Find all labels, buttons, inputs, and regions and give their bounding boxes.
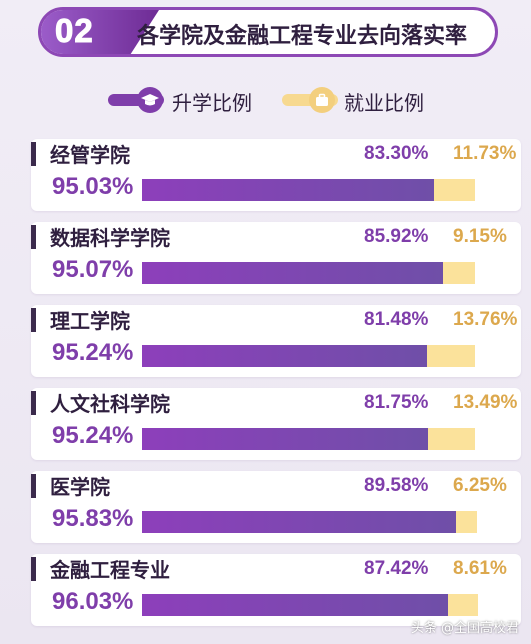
placement-rate: 95.24%: [52, 422, 134, 449]
card-marker: [31, 474, 36, 498]
college-name: 经管学院: [50, 143, 130, 167]
employment-rate: 13.76%: [453, 309, 518, 330]
card-marker: [31, 557, 36, 581]
college-card-financial-engineering: 金融工程专业 87.42% 8.61% 96.03%: [31, 554, 521, 626]
employment-rate: 11.73%: [453, 143, 517, 164]
employment-rate: 8.61%: [453, 558, 507, 579]
bar-employment: [427, 345, 476, 367]
bar-further-study: [142, 179, 434, 201]
section-title: 各学院及金融工程专业去向落实率: [137, 24, 468, 49]
further-study-rate: 87.42%: [364, 558, 429, 579]
card-marker: [31, 391, 36, 415]
card-marker: [31, 308, 36, 332]
briefcase-icon: [309, 87, 335, 113]
further-study-rate: 89.58%: [364, 475, 429, 496]
college-name: 医学院: [50, 475, 110, 499]
bar-employment: [455, 511, 478, 533]
college-card-humanities-social-sciences: 人文社科学院 81.75% 13.49% 95.24%: [31, 388, 521, 460]
bar-employment: [433, 179, 475, 201]
section-title-pill: 02 各学院及金融工程专业去向落实率: [38, 7, 498, 57]
bar-further-study: [142, 428, 429, 450]
placement-rate: 95.03%: [52, 173, 134, 200]
college-name: 理工学院: [50, 309, 130, 333]
stacked-bar: [142, 594, 492, 616]
stacked-bar: [142, 345, 492, 367]
employment-rate: 6.25%: [453, 475, 507, 496]
college-card-medicine: 医学院 89.58% 6.25% 95.83%: [31, 471, 521, 543]
placement-rate: 95.07%: [52, 256, 134, 283]
bar-employment: [447, 594, 479, 616]
employment-rate: 9.15%: [453, 226, 507, 247]
college-card-data-science: 数据科学学院 85.92% 9.15% 95.07%: [31, 222, 521, 294]
college-card-economics-management: 经管学院 83.30% 11.73% 95.03%: [31, 139, 521, 211]
college-card-science-engineering: 理工学院 81.48% 13.76% 95.24%: [31, 305, 521, 377]
bar-further-study: [142, 594, 448, 616]
bar-further-study: [142, 511, 456, 533]
placement-rate: 96.03%: [52, 588, 134, 615]
card-marker: [31, 142, 36, 166]
bar-employment: [428, 428, 476, 450]
college-name: 数据科学学院: [50, 226, 170, 250]
further-study-rate: 83.30%: [364, 143, 429, 164]
watermark: 头条 @全国高校君: [410, 621, 519, 636]
stacked-bar: [142, 262, 492, 284]
legend-label-further: 升学比例: [172, 91, 252, 115]
employment-rate: 13.49%: [453, 392, 518, 413]
further-study-rate: 85.92%: [364, 226, 429, 247]
graduation-cap-icon: [137, 87, 163, 113]
further-study-rate: 81.75%: [364, 392, 429, 413]
bar-further-study: [142, 262, 443, 284]
legend-label-employment: 就业比例: [344, 91, 424, 115]
further-study-rate: 81.48%: [364, 309, 429, 330]
college-name: 金融工程专业: [50, 558, 170, 582]
card-marker: [31, 225, 36, 249]
placement-rate: 95.24%: [52, 339, 134, 366]
section-number: 02: [55, 12, 94, 50]
stacked-bar: [142, 428, 492, 450]
college-name: 人文社科学院: [50, 392, 170, 416]
bar-employment: [442, 262, 475, 284]
stacked-bar: [142, 179, 492, 201]
stacked-bar: [142, 511, 492, 533]
placement-rate: 95.83%: [52, 505, 134, 532]
bar-further-study: [142, 345, 428, 367]
